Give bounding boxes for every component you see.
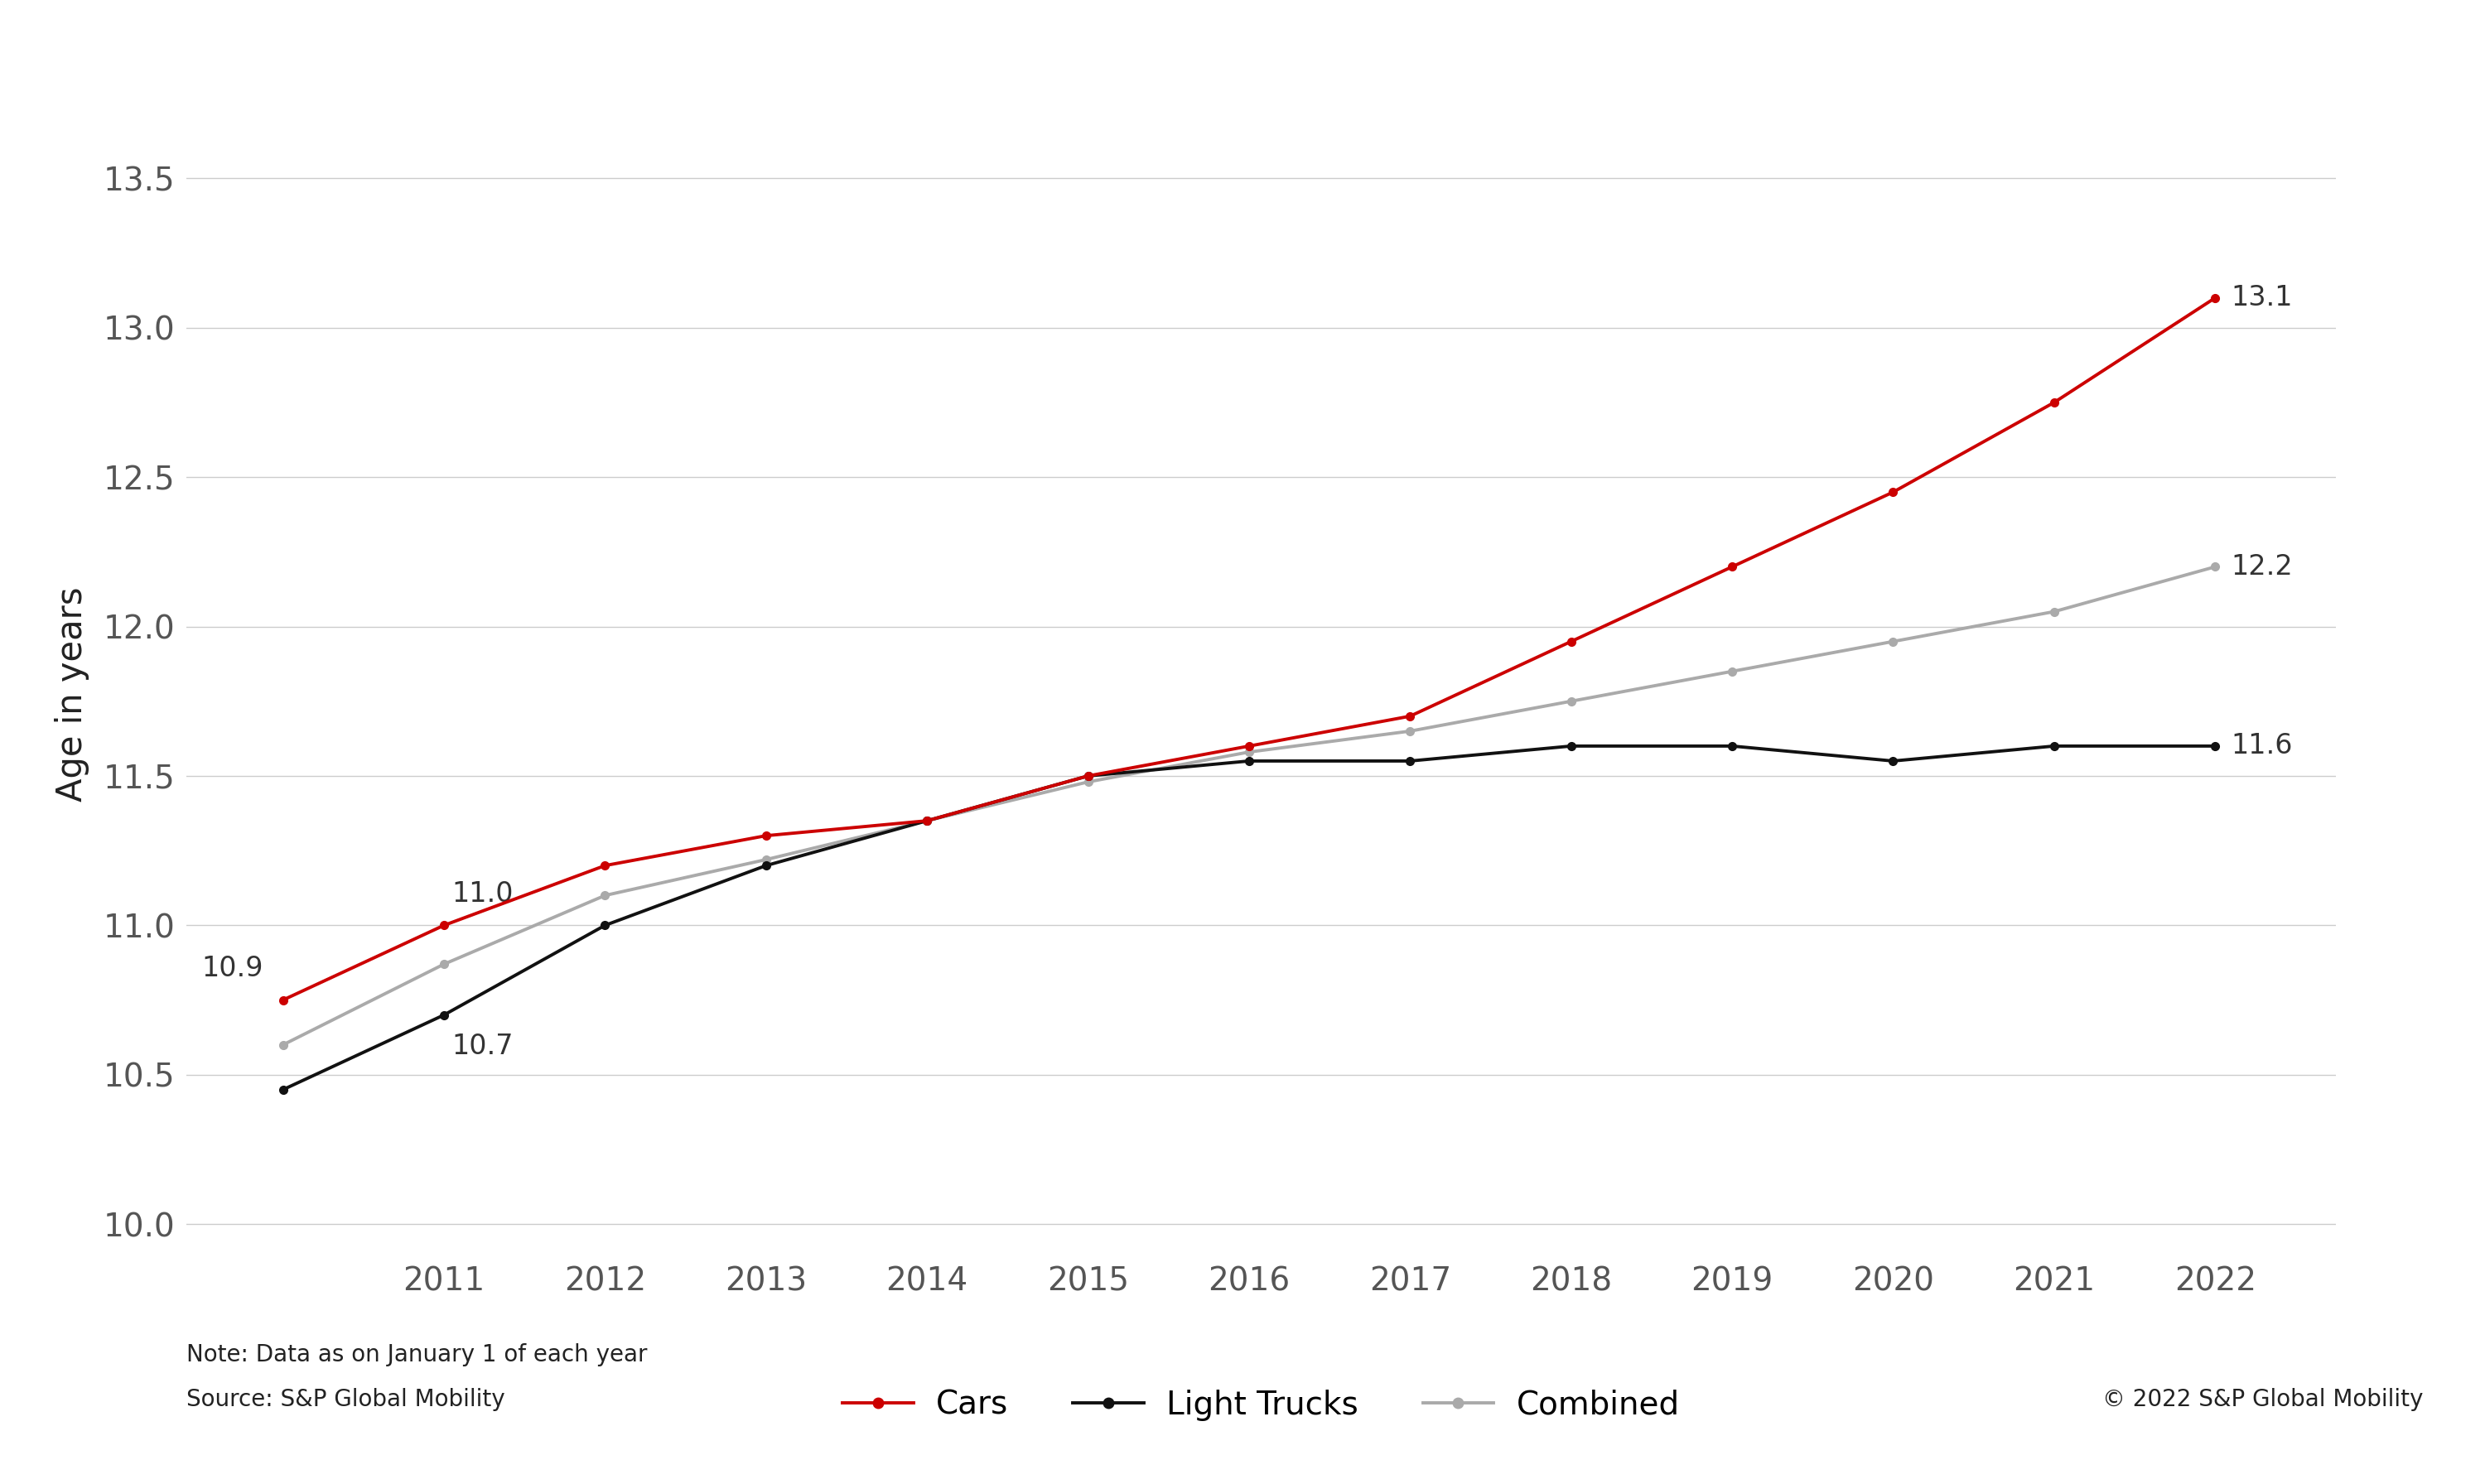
Line: Combined: Combined (278, 562, 2219, 1049)
Cars (1879, 484, 1908, 502)
Light Trucks (2199, 738, 2229, 755)
Cars (1235, 738, 1265, 755)
Text: 11.0: 11.0 (452, 880, 514, 907)
Cars (1074, 767, 1103, 785)
Light Trucks (1717, 738, 1747, 755)
Text: 12.2: 12.2 (2232, 554, 2294, 580)
Light Trucks (589, 917, 619, 935)
Combined (1235, 743, 1265, 761)
Text: 10.9: 10.9 (201, 954, 263, 982)
Text: 13.1: 13.1 (2232, 285, 2294, 312)
Light Trucks (1556, 738, 1585, 755)
Light Trucks (1074, 767, 1103, 785)
Cars (430, 917, 460, 935)
Combined (1556, 693, 1585, 711)
Line: Light Trucks: Light Trucks (278, 742, 2219, 1094)
Combined (2040, 603, 2070, 620)
Combined (589, 886, 619, 904)
Cars (2199, 289, 2229, 307)
Combined (1879, 632, 1908, 650)
Light Trucks (268, 1080, 298, 1098)
Cars (589, 856, 619, 874)
Cars (1717, 558, 1747, 576)
Text: Average age by vehicle type: Average age by vehicle type (45, 39, 743, 82)
Light Trucks (1879, 752, 1908, 770)
Text: Source: S&P Global Mobility: Source: S&P Global Mobility (186, 1388, 504, 1411)
Line: Cars: Cars (278, 294, 2219, 1005)
Cars (1556, 632, 1585, 650)
Combined (430, 956, 460, 974)
Light Trucks (1235, 752, 1265, 770)
Text: © 2022 S&P Global Mobility: © 2022 S&P Global Mobility (2102, 1388, 2423, 1411)
Combined (750, 850, 780, 868)
Text: 10.7: 10.7 (452, 1033, 514, 1060)
Y-axis label: Age in years: Age in years (55, 586, 89, 801)
Light Trucks (912, 812, 942, 830)
Combined (268, 1036, 298, 1054)
Legend: Cars, Light Trucks, Combined: Cars, Light Trucks, Combined (830, 1377, 1692, 1434)
Combined (1394, 723, 1424, 741)
Cars (912, 812, 942, 830)
Cars (1394, 708, 1424, 726)
Cars (268, 991, 298, 1009)
Combined (2199, 558, 2229, 576)
Cars (2040, 393, 2070, 411)
Light Trucks (1394, 752, 1424, 770)
Text: Note: Data as on January 1 of each year: Note: Data as on January 1 of each year (186, 1343, 646, 1367)
Combined (1717, 662, 1747, 680)
Combined (912, 812, 942, 830)
Combined (1074, 773, 1103, 791)
Light Trucks (2040, 738, 2070, 755)
Text: 11.6: 11.6 (2232, 733, 2294, 760)
Light Trucks (750, 856, 780, 874)
Cars (750, 827, 780, 844)
Light Trucks (430, 1006, 460, 1024)
